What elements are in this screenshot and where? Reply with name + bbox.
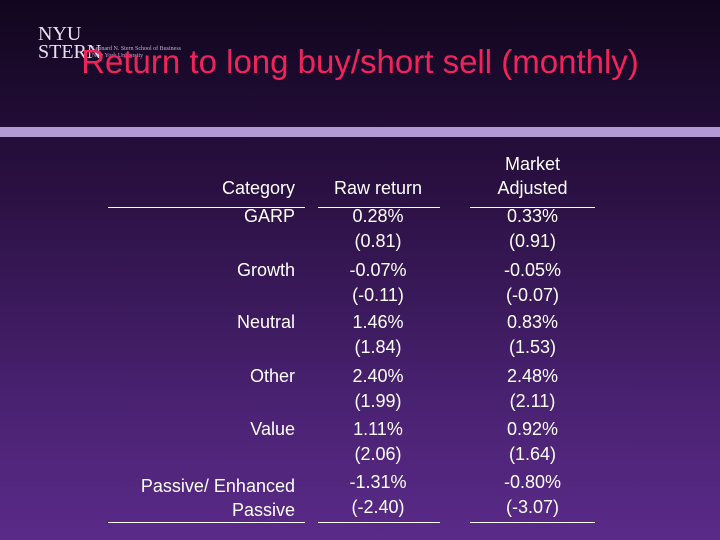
- return-value: -0.80%: [503, 472, 562, 492]
- logo-nyu: NYU: [38, 23, 82, 45]
- t-stat: (2.06): [354, 443, 402, 464]
- t-stat: (1.53): [508, 336, 557, 357]
- slide-title: Return to long buy/short sell (monthly): [81, 43, 639, 80]
- logo-stern: STERN: [38, 41, 102, 63]
- return-value: -1.31%: [349, 472, 407, 492]
- bottom-rule: [108, 522, 305, 523]
- row-label: Value: [250, 419, 295, 439]
- t-stat: (1.84): [354, 336, 402, 357]
- bottom-rule: [470, 522, 595, 523]
- t-stat: (1.64): [508, 443, 557, 464]
- return-value: 0.28%: [352, 206, 404, 226]
- header-rule: [108, 207, 305, 208]
- t-stat: (0.81): [354, 230, 402, 251]
- header-rule: [470, 207, 595, 208]
- t-stat: (1.99): [354, 390, 402, 411]
- t-stat: (-0.07): [505, 284, 559, 305]
- t-stat: (-0.11): [352, 284, 404, 305]
- t-stat: (0.91): [508, 230, 557, 251]
- return-value: -0.05%: [503, 260, 562, 280]
- t-stat: (2.11): [509, 390, 556, 411]
- return-value: 0.92%: [506, 419, 559, 439]
- logo-subtitle: New York University: [92, 53, 144, 59]
- return-value: 0.33%: [506, 206, 559, 226]
- row-label: GARP: [243, 206, 295, 226]
- row-label: Growth: [236, 260, 295, 280]
- return-value: 1.11%: [353, 419, 403, 439]
- t-stat: (-3.07): [505, 496, 559, 517]
- return-value: -0.07%: [349, 260, 407, 280]
- title-divider: [0, 127, 720, 137]
- row-label: Neutral: [236, 312, 295, 332]
- return-value: 1.46%: [352, 312, 404, 332]
- column-header: Category: [221, 178, 295, 198]
- logo-subtitle: Leonard N. Stern School of Business: [92, 46, 181, 52]
- row-label: Passive/ Enhanced Passive: [140, 476, 295, 520]
- return-value: 2.40%: [352, 366, 404, 386]
- column-header: Market Adjusted: [497, 154, 568, 198]
- column-header: Raw return: [333, 178, 423, 198]
- return-value: 2.48%: [506, 366, 559, 386]
- t-stat: (-2.40): [351, 496, 405, 517]
- return-value: 0.83%: [506, 312, 559, 332]
- bottom-rule: [318, 522, 440, 523]
- row-label: Other: [249, 366, 295, 386]
- header-rule: [318, 207, 440, 208]
